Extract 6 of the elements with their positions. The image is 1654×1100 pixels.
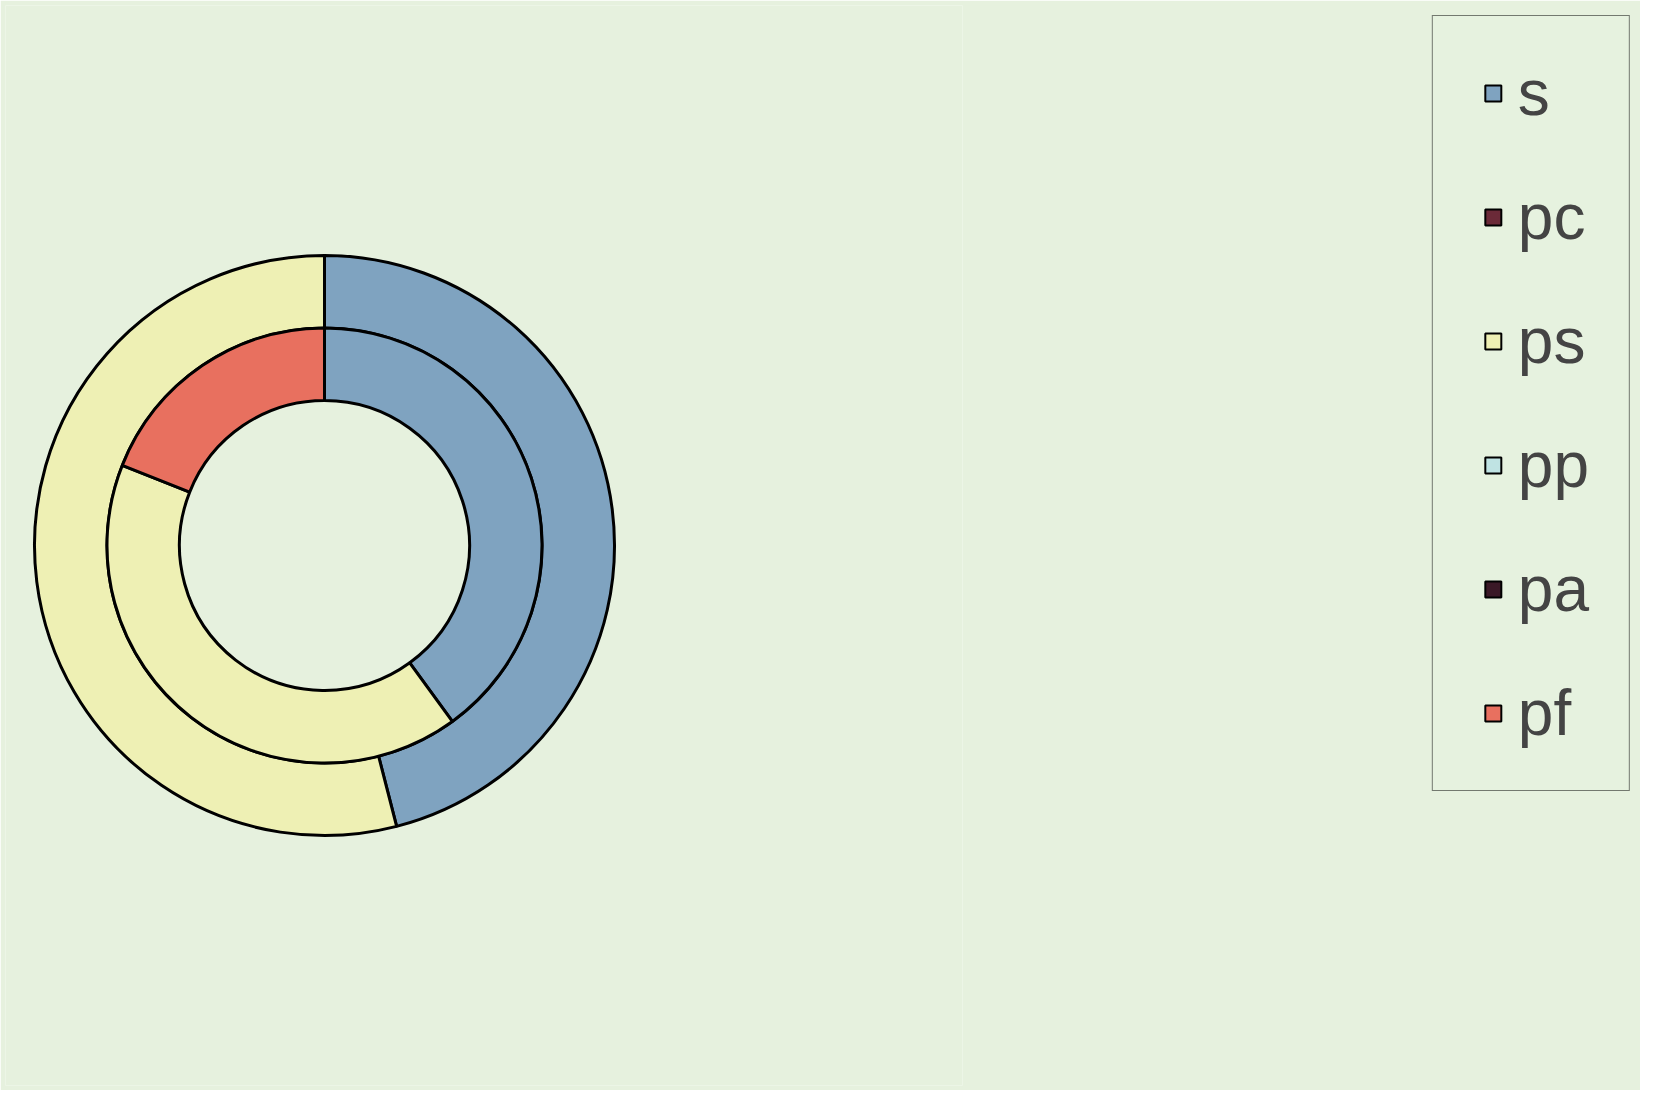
legend-label: s: [1517, 56, 1550, 130]
legend-label: ps: [1517, 304, 1586, 378]
legend-label: pf: [1517, 676, 1572, 750]
legend-label: pc: [1517, 180, 1586, 254]
legend-label: pa: [1517, 552, 1589, 626]
legend-label: pp: [1517, 428, 1589, 502]
